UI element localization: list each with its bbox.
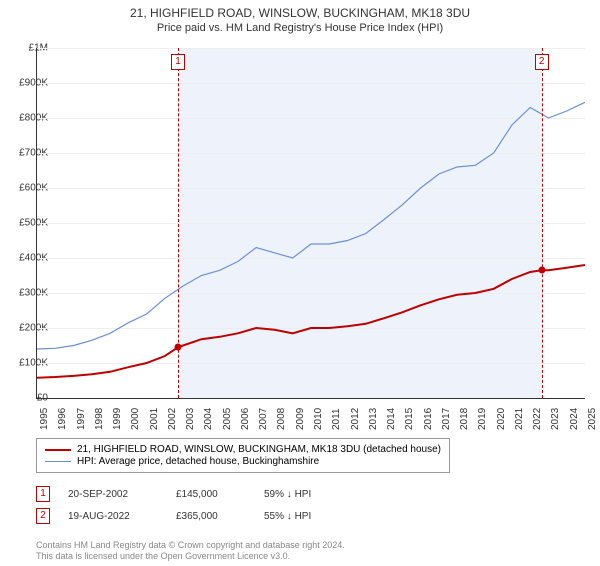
x-axis-label: 2019 [477, 408, 488, 430]
legend-swatch [45, 461, 71, 462]
x-axis-label: 2005 [222, 408, 233, 430]
x-axis-label: 2006 [240, 408, 251, 430]
event-hpi: 55% ↓ HPI [264, 511, 354, 522]
event-row: 1 20-SEP-2002 £145,000 59% ↓ HPI [36, 486, 354, 502]
x-axis-label: 2025 [587, 408, 598, 430]
x-axis-label: 2022 [532, 408, 543, 430]
legend-item: 21, HIGHFIELD ROAD, WINSLOW, BUCKINGHAM,… [45, 444, 441, 455]
series-hpi [37, 102, 585, 349]
x-axis-label: 2012 [350, 408, 361, 430]
event-hpi: 59% ↓ HPI [264, 489, 354, 500]
footer-text: Contains HM Land Registry data © Crown c… [36, 540, 345, 562]
chart-svg [37, 48, 585, 398]
legend-swatch [45, 449, 71, 451]
x-axis-label: 2023 [550, 408, 561, 430]
legend-label: 21, HIGHFIELD ROAD, WINSLOW, BUCKINGHAM,… [77, 444, 441, 455]
x-axis-label: 2001 [149, 408, 160, 430]
x-axis-label: 1997 [76, 408, 87, 430]
footer-line-2: This data is licensed under the Open Gov… [36, 551, 345, 562]
legend-item: HPI: Average price, detached house, Buck… [45, 456, 441, 467]
x-axis-label: 2014 [386, 408, 397, 430]
x-axis-label: 1998 [94, 408, 105, 430]
legend-box: 21, HIGHFIELD ROAD, WINSLOW, BUCKINGHAM,… [36, 438, 450, 473]
event-id-box: 1 [36, 486, 50, 502]
event-row: 2 19-AUG-2022 £365,000 55% ↓ HPI [36, 508, 354, 524]
x-axis-label: 1995 [39, 408, 50, 430]
x-axis-label: 2008 [276, 408, 287, 430]
x-axis-label: 2020 [496, 408, 507, 430]
event-dashline [542, 48, 543, 398]
event-date: 19-AUG-2022 [68, 511, 158, 522]
chart-subtitle: Price paid vs. HM Land Registry's House … [0, 22, 600, 34]
x-axis-label: 2000 [130, 408, 141, 430]
x-axis-label: 2017 [441, 408, 452, 430]
x-axis-label: 2003 [185, 408, 196, 430]
event-id-box: 2 [36, 508, 50, 524]
event-table: 1 20-SEP-2002 £145,000 59% ↓ HPI 2 19-AUG-202… [36, 486, 354, 530]
x-axis-label: 2015 [404, 408, 415, 430]
x-axis-label: 2004 [203, 408, 214, 430]
x-axis-label: 2010 [313, 408, 324, 430]
x-axis-label: 2018 [459, 408, 470, 430]
event-marker-box: 1 [171, 54, 185, 70]
x-axis-label: 2007 [258, 408, 269, 430]
x-axis-label: 2021 [514, 408, 525, 430]
x-axis-label: 1999 [112, 408, 123, 430]
event-point [538, 267, 545, 274]
x-axis-label: 2011 [331, 408, 342, 430]
event-point [175, 344, 182, 351]
x-axis-label: 2024 [569, 408, 580, 430]
event-marker-box: 2 [535, 54, 549, 70]
event-date: 20-SEP-2002 [68, 489, 158, 500]
series-property [37, 265, 585, 378]
event-price: £145,000 [176, 489, 246, 500]
chart-title: 21, HIGHFIELD ROAD, WINSLOW, BUCKINGHAM,… [0, 6, 600, 20]
x-axis-label: 2013 [368, 408, 379, 430]
x-axis-label: 2016 [423, 408, 434, 430]
x-axis-label: 1996 [57, 408, 68, 430]
plot-area: 12 [36, 48, 585, 399]
x-axis-label: 2002 [167, 408, 178, 430]
event-price: £365,000 [176, 511, 246, 522]
chart-container: 21, HIGHFIELD ROAD, WINSLOW, BUCKINGHAM,… [0, 6, 600, 566]
legend-label: HPI: Average price, detached house, Buck… [77, 456, 319, 467]
x-axis-label: 2009 [295, 408, 306, 430]
footer-line-1: Contains HM Land Registry data © Crown c… [36, 540, 345, 551]
